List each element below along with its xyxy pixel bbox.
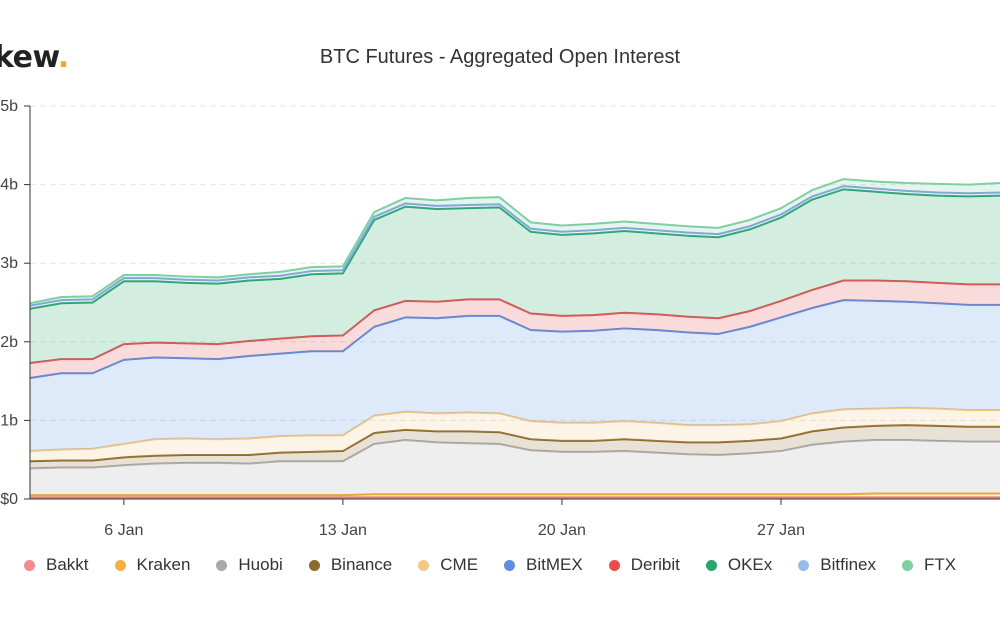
logo-dot: .: [57, 40, 69, 75]
legend-label: BitMEX: [526, 555, 583, 574]
skew-logo: kew.: [0, 40, 69, 75]
area-okex: [30, 189, 1000, 364]
legend-label: FTX: [924, 555, 957, 574]
legend-label: Huobi: [238, 555, 283, 574]
legend-label: Bitfinex: [820, 555, 877, 574]
legend-swatch: [798, 559, 810, 571]
legend-swatch: [308, 559, 320, 571]
y-tick-label: $2b: [0, 334, 18, 351]
logo-text: kew: [0, 40, 58, 75]
legend-label: OKEx: [727, 555, 773, 574]
legend-item-bitmex[interactable]: BitMEX: [504, 555, 583, 575]
area-bitmex: [30, 300, 1000, 452]
legend-item-ftx[interactable]: FTX: [902, 555, 956, 575]
legend-item-bitfinex[interactable]: Bitfinex: [798, 555, 876, 575]
x-tick-label: 13 Jan: [319, 522, 367, 539]
series-line-ftx: [29, 178, 1000, 305]
y-tick-label: $1b: [0, 412, 18, 429]
legend-swatch: [216, 559, 228, 571]
legend-item-huobi[interactable]: Huobi: [216, 555, 283, 575]
series-line-cme: [29, 406, 1000, 453]
legend-item-bakkt[interactable]: Bakkt: [24, 555, 89, 575]
series-line-bitmex: [29, 299, 1000, 379]
legend-label: Bakkt: [46, 555, 89, 574]
legend-item-kraken[interactable]: Kraken: [114, 555, 191, 575]
y-tick-label: $5b: [0, 98, 18, 115]
legend-item-cme[interactable]: CME: [418, 555, 478, 575]
legend-swatch: [608, 559, 620, 571]
x-tick-label: 20 Jan: [538, 522, 586, 539]
series-line-okex: [29, 188, 1000, 310]
legend-label: CME: [440, 555, 479, 574]
x-tick-label: 6 Jan: [104, 522, 143, 539]
grid-lines: [30, 105, 1000, 421]
series-line-bitfinex: [29, 185, 1000, 307]
area-deribit: [30, 280, 1000, 378]
area-ftx: [30, 179, 1000, 306]
x-tick-label: 27 Jan: [757, 522, 805, 539]
series-line-binance: [29, 424, 1000, 463]
stacked-areas: [29, 178, 1000, 499]
legend-item-binance[interactable]: Binance: [308, 555, 393, 575]
legend-swatch: [504, 559, 516, 571]
legend-swatch: [705, 559, 717, 571]
area-binance: [30, 425, 1000, 469]
x-tick-labels: 6 Jan 13 Jan 20 Jan 27 Jan: [104, 522, 805, 539]
chart-legend: Bakkt Kraken Huobi Binance CME BitMEX Deribit O…: [24, 553, 1000, 577]
series-line-kraken: [30, 492, 1000, 497]
y-tick-labels: $0 $1b $2b $3b $4b $5b: [0, 98, 18, 508]
chart-title: BTC Futures - Aggregated Open Interest: [319, 46, 681, 68]
y-tick-label: $3b: [0, 255, 18, 272]
legend-swatch: [24, 559, 35, 571]
legend-swatch: [902, 559, 914, 571]
legend-item-deribit[interactable]: Deribit: [608, 555, 680, 575]
legend-label: Deribit: [630, 555, 680, 574]
legend-swatch: [114, 559, 126, 571]
series-line-huobi: [29, 439, 1000, 470]
legend-item-okex[interactable]: OKEx: [705, 555, 773, 575]
series-line-deribit: [29, 279, 1000, 365]
axes: [24, 105, 1000, 505]
area-cme: [30, 407, 1000, 462]
legend-swatch: [418, 559, 430, 571]
y-tick-label: $0: [0, 491, 18, 508]
area-bitfinex: [30, 186, 1000, 309]
legend-label: Binance: [330, 555, 393, 574]
legend-label: Kraken: [136, 555, 191, 574]
y-tick-label: $4b: [0, 177, 18, 194]
